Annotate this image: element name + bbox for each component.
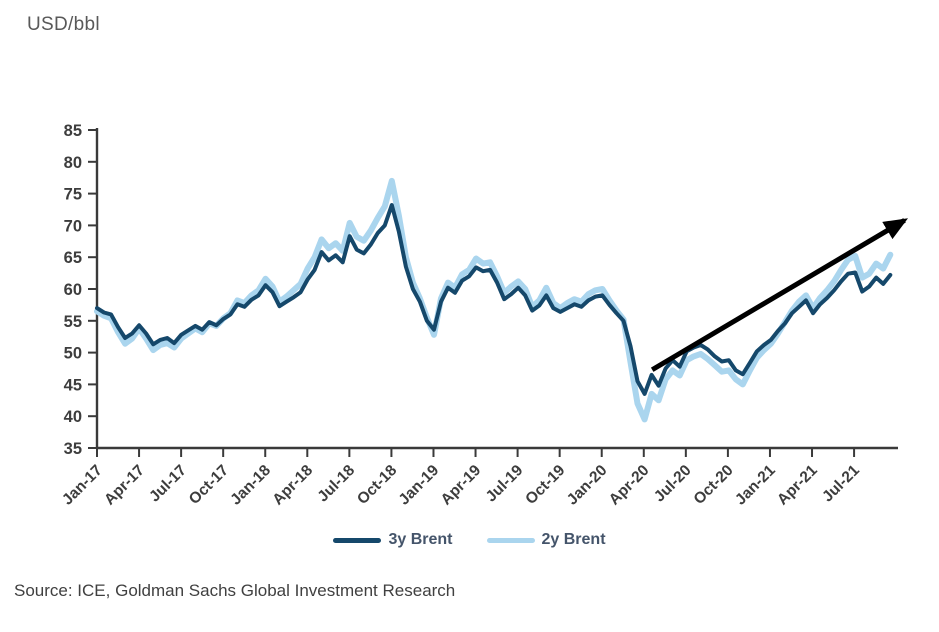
legend-item-2y-brent: 2y Brent [486, 531, 606, 549]
y-tick-label: 55 [64, 313, 82, 331]
upward-trend-arrow [650, 218, 908, 372]
x-tick-label: Jul-17 [146, 462, 190, 506]
x-tick-label: Jan-18 [227, 462, 274, 509]
x-tick-label: Apr-17 [101, 462, 148, 509]
x-tick-label: Jan-17 [59, 462, 106, 509]
y-tick-label: 60 [64, 281, 82, 299]
y-tick-label: 50 [64, 345, 82, 363]
y-tick-label: 35 [64, 440, 82, 458]
y-tick-label: 45 [64, 376, 82, 394]
x-tick-label: Jan-20 [564, 462, 611, 509]
legend-item-3y-brent: 3y Brent [333, 531, 453, 549]
legend-label-2y-brent: 2y Brent [541, 531, 606, 548]
y-tick-label: 70 [64, 217, 82, 235]
axes: 85 80 75 70 65 60 55 50 45 40 35 Jan-17Apr-17Jul-17… [59, 122, 898, 509]
x-tick-label: Jul-19 [483, 462, 527, 506]
x-tick-label: Apr-19 [438, 462, 485, 509]
y-tick-label: 75 [64, 186, 82, 204]
x-tick-label: Apr-21 [774, 462, 821, 509]
x-tick-label: Jan-19 [396, 462, 443, 509]
x-tick-label: Apr-18 [269, 462, 316, 509]
x-tick-label: Jul-21 [819, 462, 863, 506]
legend-label-3y-brent: 3y Brent [388, 531, 453, 548]
legend-swatch-2y-brent [486, 537, 535, 543]
x-tick-label: Jul-20 [651, 462, 695, 506]
x-tick-label: Jan-21 [732, 462, 779, 509]
x-tick-label: Oct-19 [522, 462, 568, 508]
price-series-lines [94, 177, 894, 423]
trend-arrow-annotation [650, 218, 908, 372]
y-tick-label: 85 [64, 122, 82, 140]
y-tick-label: 65 [64, 249, 82, 267]
y-axis-unit-title: USD/bbl [27, 14, 100, 35]
x-tick-label: Apr-20 [606, 462, 653, 509]
y-tick-label: 80 [64, 154, 82, 172]
x-tick-label: Oct-18 [354, 462, 400, 508]
legend: 3y Brent 2y Brent [0, 531, 939, 549]
x-tick-label: Jul-18 [314, 462, 358, 506]
series-line-3y-brent [95, 203, 893, 396]
legend-swatch-3y-brent [333, 537, 382, 543]
y-tick-label: 40 [64, 408, 82, 426]
x-tick-label: Oct-17 [186, 462, 232, 508]
source-note: Source: ICE, Goldman Sachs Global Invest… [14, 581, 456, 600]
x-tick-label: Oct-20 [691, 462, 737, 508]
